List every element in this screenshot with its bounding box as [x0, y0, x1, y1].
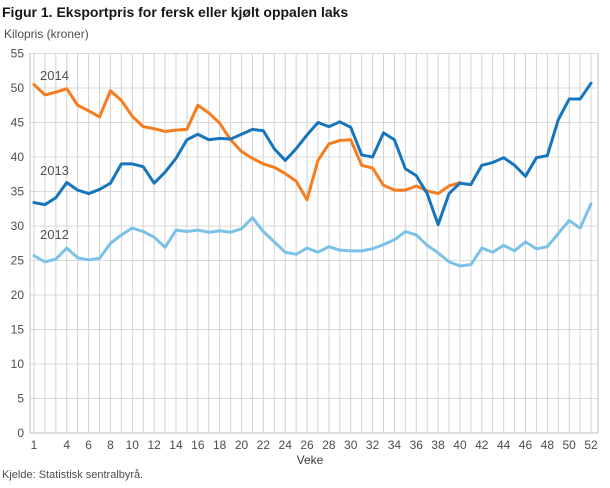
x-axis-title: Veke [296, 453, 324, 467]
svg-text:0: 0 [17, 426, 24, 440]
svg-text:14: 14 [169, 438, 183, 452]
series-line-2013 [32, 81, 593, 227]
svg-text:44: 44 [497, 438, 511, 452]
svg-text:10: 10 [11, 357, 25, 371]
svg-text:30: 30 [344, 438, 358, 452]
series-label-2013: 2013 [40, 163, 69, 178]
svg-text:38: 38 [431, 438, 445, 452]
svg-text:1: 1 [31, 438, 38, 452]
svg-text:26: 26 [300, 438, 314, 452]
series-label-2014: 2014 [40, 68, 69, 83]
svg-text:25: 25 [11, 254, 25, 268]
svg-text:46: 46 [519, 438, 533, 452]
svg-text:5: 5 [17, 392, 24, 406]
svg-text:10: 10 [126, 438, 140, 452]
svg-text:48: 48 [541, 438, 555, 452]
svg-text:8: 8 [107, 438, 114, 452]
svg-text:35: 35 [11, 185, 25, 199]
page-title: Figur 1. Eksportpris for fersk eller kjø… [2, 4, 349, 20]
svg-text:20: 20 [11, 288, 25, 302]
svg-text:30: 30 [11, 219, 25, 233]
svg-text:16: 16 [191, 438, 205, 452]
svg-text:22: 22 [257, 438, 271, 452]
svg-text:28: 28 [322, 438, 336, 452]
svg-text:4: 4 [63, 438, 70, 452]
svg-text:15: 15 [11, 323, 25, 337]
source-note: Kjelde: Statistisk sentralbyrå. [2, 469, 144, 481]
svg-text:36: 36 [410, 438, 424, 452]
svg-text:50: 50 [11, 81, 25, 95]
svg-text:50: 50 [562, 438, 576, 452]
svg-text:42: 42 [475, 438, 489, 452]
svg-text:6: 6 [85, 438, 92, 452]
svg-text:40: 40 [453, 438, 467, 452]
y-axis-unit-label: Kilopris (kroner) [4, 27, 89, 41]
svg-text:20: 20 [235, 438, 249, 452]
svg-text:40: 40 [11, 150, 25, 164]
series-line-2014 [32, 83, 462, 202]
series-line-2012 [32, 202, 593, 268]
svg-text:45: 45 [11, 116, 25, 130]
svg-text:12: 12 [147, 438, 161, 452]
svg-text:32: 32 [366, 438, 380, 452]
svg-text:52: 52 [584, 438, 598, 452]
svg-text:24: 24 [279, 438, 293, 452]
svg-text:18: 18 [213, 438, 227, 452]
svg-text:55: 55 [11, 47, 25, 61]
svg-text:34: 34 [388, 438, 402, 452]
series-label-2012: 2012 [40, 227, 69, 242]
